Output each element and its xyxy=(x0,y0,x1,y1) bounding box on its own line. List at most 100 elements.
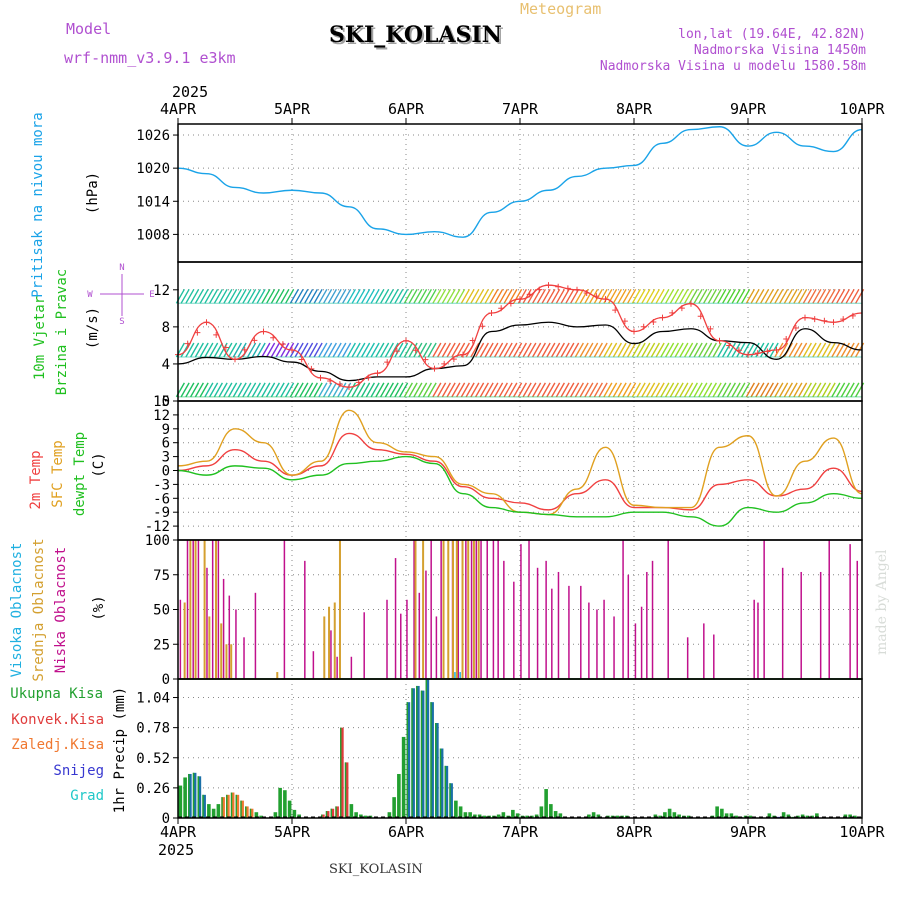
y-tick-label: 0.52 xyxy=(136,751,170,767)
wind-barb xyxy=(703,382,713,398)
wind-barb xyxy=(413,382,423,398)
wind-barb xyxy=(717,342,727,358)
wind-gust-marker xyxy=(412,347,419,354)
wind-barb xyxy=(313,342,323,358)
wind-barb xyxy=(617,288,627,304)
precip-bar xyxy=(439,748,444,818)
wind-barb xyxy=(199,288,209,304)
bottom-day-label: 7APR xyxy=(502,823,539,841)
wind-barb xyxy=(836,342,846,358)
precip-bar xyxy=(463,812,468,818)
wind-gust-marker xyxy=(526,291,533,298)
wind-gust-marker xyxy=(555,283,562,290)
precip-legend: Ukupna Kisa Konvek.Kisa Zaledj.Kisa Snijeg G… xyxy=(10,686,104,804)
wind-barb xyxy=(194,288,204,304)
wind-barb xyxy=(408,382,418,398)
precip-bar xyxy=(387,812,392,818)
wind-barb xyxy=(598,382,608,398)
precip-bar xyxy=(720,808,724,818)
wind-barb xyxy=(736,288,746,304)
wind-barb xyxy=(180,288,190,304)
wind-barb xyxy=(570,342,580,358)
wind-barb xyxy=(475,288,485,304)
precip-bar xyxy=(511,809,515,818)
wind-barb xyxy=(451,382,461,398)
wind-barb xyxy=(361,382,371,398)
model-label: Model xyxy=(66,20,111,38)
wind-barb xyxy=(451,288,461,304)
wind-barb xyxy=(840,288,850,304)
wind-barb xyxy=(722,288,732,304)
footer-station: SKI_KOLASIN xyxy=(329,862,423,877)
precip-bar-total xyxy=(240,800,242,818)
wind-barb xyxy=(403,288,413,304)
y-tick-label: 9 xyxy=(162,422,170,438)
altitude-label: Nadmorska Visina 1450m xyxy=(694,43,866,58)
wind-barb xyxy=(812,342,822,358)
precip-bar xyxy=(553,811,558,818)
wind-barb xyxy=(655,382,665,398)
wind-barb xyxy=(503,288,513,304)
wind-barb xyxy=(712,382,722,398)
wind-barb xyxy=(280,342,290,358)
wind-barb xyxy=(294,382,304,398)
wind-gust-marker xyxy=(745,351,751,358)
wind-barb xyxy=(389,288,399,304)
wind-barb xyxy=(194,342,204,358)
wind-barb xyxy=(807,342,817,358)
wind-barb xyxy=(560,342,570,358)
precip-legend-item: Snijeg xyxy=(53,763,104,779)
precip-bar xyxy=(292,809,297,818)
wind-barb xyxy=(536,288,546,304)
wind-barb xyxy=(237,382,247,398)
precip-bar-total xyxy=(425,679,427,818)
wind-barb xyxy=(318,288,328,304)
wind-barb xyxy=(541,342,551,358)
wind-barb xyxy=(726,342,736,358)
wind-barb xyxy=(850,382,860,398)
wind-barb xyxy=(313,382,323,398)
wind-barb xyxy=(665,288,675,304)
wind-barb xyxy=(342,342,352,358)
wind-barb xyxy=(232,382,242,398)
bottom-day-label: 10APR xyxy=(839,823,885,841)
wind-barb xyxy=(242,382,252,398)
precip-bar xyxy=(729,813,734,818)
wind-barb xyxy=(760,382,770,398)
wind-gust-marker xyxy=(384,359,391,366)
wind-barb xyxy=(484,382,494,398)
precip-bar xyxy=(354,812,358,818)
wind-barb xyxy=(299,288,309,304)
wind-barb xyxy=(356,342,366,358)
precip-bar xyxy=(686,815,691,818)
wind-barb xyxy=(831,382,841,398)
wind-barb xyxy=(850,288,860,304)
year-top: 2025 xyxy=(172,83,208,101)
wind-gust-marker xyxy=(650,319,657,326)
precip-bar-total xyxy=(235,794,237,818)
y-tick-label: -3 xyxy=(153,477,170,493)
wind-barb xyxy=(356,382,366,398)
wind-barb xyxy=(703,288,713,304)
wind-barb xyxy=(641,382,651,398)
wind-barb xyxy=(612,382,622,398)
precip-bar xyxy=(254,812,259,818)
wind-barb xyxy=(218,288,228,304)
wind-barb xyxy=(508,288,518,304)
precip-bar xyxy=(596,814,601,818)
wind-barb xyxy=(750,382,760,398)
wind-gust-marker xyxy=(270,334,277,341)
precip-bar xyxy=(197,776,202,818)
wind-barb xyxy=(437,382,447,398)
wind-barb xyxy=(622,382,632,398)
precip-bar xyxy=(188,773,192,818)
wind-barb xyxy=(641,288,651,304)
top-day-label: 6APR xyxy=(388,100,425,118)
precip-bar xyxy=(501,812,506,818)
wind-barb xyxy=(323,288,333,304)
precip-bar-total xyxy=(188,773,190,818)
wind-barb xyxy=(370,288,380,304)
wind-barb xyxy=(275,382,285,398)
wind-barb xyxy=(318,382,328,398)
wind-barb xyxy=(726,382,736,398)
